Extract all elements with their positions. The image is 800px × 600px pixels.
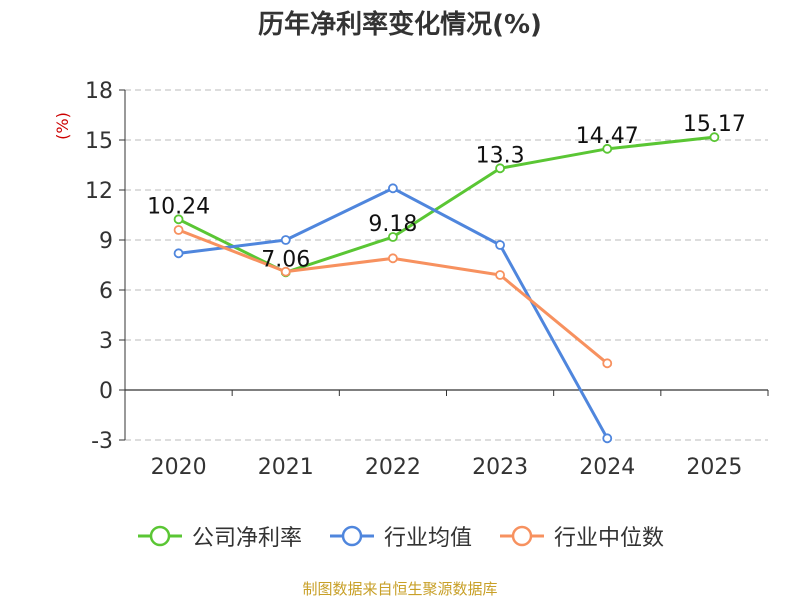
grid-lines — [125, 89, 768, 441]
data-point — [495, 240, 505, 250]
data-point — [173, 248, 184, 259]
legend-swatch-icon — [329, 525, 374, 547]
series-lines — [173, 132, 720, 444]
legend-item[interactable]: 公司净利率 — [136, 520, 302, 552]
data-point — [388, 232, 398, 242]
chart-title: 历年净利率变化情况(%) — [258, 10, 542, 40]
data-point — [280, 235, 291, 245]
data-label: 10.24 — [147, 194, 210, 219]
x-tick-label: 2023 — [472, 455, 528, 480]
y-axis-label: (%) — [53, 112, 72, 140]
series-line-0 — [177, 135, 715, 274]
y-tick-label: 3 — [99, 329, 113, 354]
data-point — [602, 143, 613, 154]
data-point — [602, 433, 613, 444]
data-label: 13.3 — [476, 143, 525, 168]
data-point — [280, 266, 291, 277]
legend-label: 公司净利率 — [191, 526, 302, 551]
y-tick-label: 6 — [99, 279, 113, 304]
data-point — [709, 132, 720, 143]
source-note: 制图数据来自恒生聚源数据库 — [302, 580, 498, 598]
data-label: 7.06 — [261, 247, 310, 272]
data-point — [173, 214, 184, 225]
axes: -3 0 3 6 9 12 15 18 2020 2021 2022 2023 2024 2025 — [85, 79, 769, 480]
y-tick-label: 15 — [85, 129, 113, 154]
y-tick-label: -3 — [91, 429, 113, 454]
data-label: 15.17 — [683, 112, 746, 137]
data-point — [388, 183, 398, 194]
x-tick-label: 2021 — [258, 455, 314, 480]
data-label: 9.18 — [368, 212, 417, 237]
y-tick-label: 9 — [99, 229, 113, 254]
data-point — [495, 163, 505, 174]
data-label: 14.47 — [576, 124, 639, 149]
y-tick-label: 12 — [85, 179, 113, 204]
x-tick-label: 2022 — [365, 455, 421, 480]
legend-swatch-icon — [137, 525, 182, 547]
legend-swatch-icon — [500, 525, 544, 547]
legend-item[interactable]: 行业中位数 — [498, 520, 664, 552]
legend-label: 行业均值 — [383, 526, 472, 551]
legend-item[interactable]: 行业均值 — [328, 520, 472, 552]
data-point — [173, 225, 184, 235]
data-point — [602, 358, 613, 369]
legend-label: 行业中位数 — [554, 526, 665, 551]
data-labels: 10.24 7.06 9.18 13.3 14.47 15.17 — [147, 112, 746, 272]
x-tick-label: 2025 — [686, 455, 742, 480]
data-point — [495, 270, 505, 280]
y-tick-label: 0 — [99, 379, 113, 404]
legend: 公司净利率 行业均值 行业中位数 — [0, 518, 800, 554]
y-tick-label: 18 — [85, 79, 113, 104]
x-tick-label: 2020 — [151, 455, 207, 480]
data-point — [388, 253, 398, 264]
x-tick-label: 2024 — [579, 455, 635, 480]
